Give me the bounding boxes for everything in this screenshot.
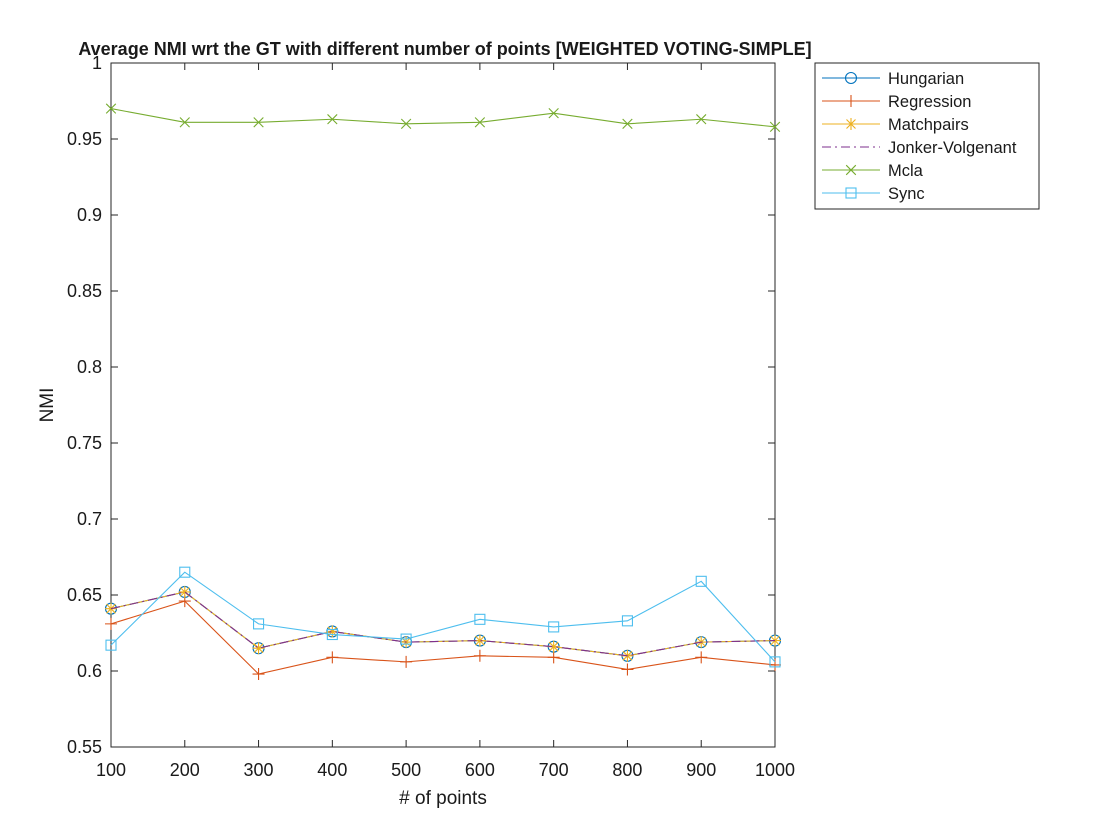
x-tick-label: 1000 [755, 760, 795, 780]
legend-item-matchpairs: Matchpairs [822, 116, 969, 134]
data-point-mcla [474, 117, 486, 128]
y-tick-label: 0.55 [67, 737, 102, 757]
legend-marker-regression [845, 95, 857, 107]
x-tick-label: 400 [317, 760, 347, 780]
series-mcla [105, 103, 781, 133]
x-axis-label: # of points [399, 788, 487, 809]
data-point-regression [252, 668, 265, 681]
legend-marker-mcla [845, 164, 857, 176]
legend-label-jonker-volgenant: Jonker-Volgenant [888, 139, 1017, 157]
y-tick-label: 0.85 [67, 281, 102, 301]
data-point-mcla [696, 114, 707, 125]
data-point-regression [695, 651, 708, 664]
y-tick-label: 0.9 [77, 205, 102, 225]
data-point-sync [769, 656, 781, 668]
legend-label-sync: Sync [888, 185, 925, 203]
data-point-regression [326, 651, 339, 664]
data-point-mcla [105, 103, 117, 114]
legend-item-sync: Sync [822, 185, 925, 203]
legend-marker-sync [845, 187, 857, 199]
x-tick-label: 700 [539, 760, 569, 780]
legend: Hungarian Regression Matchpairs Jonker-Volg… [814, 62, 1040, 210]
data-point-sync [253, 618, 265, 630]
x-tick-label: 600 [465, 760, 495, 780]
data-point-mcla [622, 118, 633, 129]
legend-label-hungarian: Hungarian [888, 70, 964, 88]
legend-item-regression: Regression [822, 93, 971, 111]
y-axis-label: NMI [37, 388, 58, 423]
x-tick-label: 300 [244, 760, 274, 780]
legend-item-jonker-volgenant: Jonker-Volgenant [822, 139, 1017, 157]
data-point-matchpairs [326, 625, 339, 638]
data-point-mcla [769, 121, 781, 133]
y-tick-label: 0.65 [67, 585, 102, 605]
data-point-matchpairs [178, 585, 191, 598]
x-tick-label: 200 [170, 760, 200, 780]
legend-label-regression: Regression [888, 93, 971, 111]
data-point-mcla [253, 117, 264, 128]
data-point-sync [548, 621, 560, 633]
legend-item-hungarian: Hungarian [822, 70, 964, 88]
data-point-mcla [327, 114, 338, 125]
y-tick-label: 0.6 [77, 661, 102, 681]
data-point-sync [105, 639, 117, 651]
data-point-matchpairs [252, 642, 265, 655]
x-tick-label: 800 [612, 760, 642, 780]
data-point-regression [769, 658, 781, 671]
series-line-sync [110, 571, 776, 663]
data-point-sync [326, 628, 338, 641]
x-tick-label: 900 [686, 760, 716, 780]
legend-item-mcla: Mcla [822, 162, 924, 180]
y-tick-label: 0.95 [67, 129, 102, 149]
data-point-regression [547, 651, 560, 664]
data-point-sync [400, 633, 412, 645]
series-line-mcla [110, 108, 776, 128]
series-jonker-volgenant [110, 591, 776, 657]
legend-marker-hungarian [844, 71, 858, 85]
legend-marker-matchpairs [845, 118, 857, 130]
x-tick-label: 100 [96, 760, 126, 780]
plot-area: 100 200 300 400 500 600 700 800 900 1000 0.55 0.6 0.… [67, 53, 795, 780]
series-line-jonker-volgenant [110, 591, 776, 657]
y-tick-label: 1 [92, 53, 102, 73]
legend-label-matchpairs: Matchpairs [888, 116, 969, 134]
data-point-regression [400, 655, 413, 668]
legend-box [814, 62, 1040, 210]
data-point-sync [695, 575, 707, 587]
data-point-regression [105, 617, 117, 630]
x-tick-label: 500 [391, 760, 421, 780]
series-line-regression [110, 600, 776, 675]
series-regression [105, 595, 781, 681]
data-point-mcla [400, 118, 412, 129]
data-point-sync [474, 613, 486, 625]
data-point-sync [621, 615, 633, 627]
y-tick-label: 0.75 [67, 433, 102, 453]
y-tick-label: 0.8 [77, 357, 102, 377]
data-point-regression [473, 649, 486, 662]
legend-label-mcla: Mcla [888, 162, 924, 180]
data-point-matchpairs [547, 640, 560, 653]
data-point-matchpairs [473, 634, 486, 647]
data-point-regression [621, 663, 634, 676]
data-point-mcla [548, 107, 559, 119]
y-tick-label: 0.7 [77, 509, 102, 529]
chart-title: Average NMI wrt the GT with different nu… [78, 39, 811, 59]
data-point-sync [179, 566, 191, 578]
series-sync [105, 566, 781, 668]
axes-box [110, 62, 776, 748]
data-point-mcla [179, 117, 190, 128]
